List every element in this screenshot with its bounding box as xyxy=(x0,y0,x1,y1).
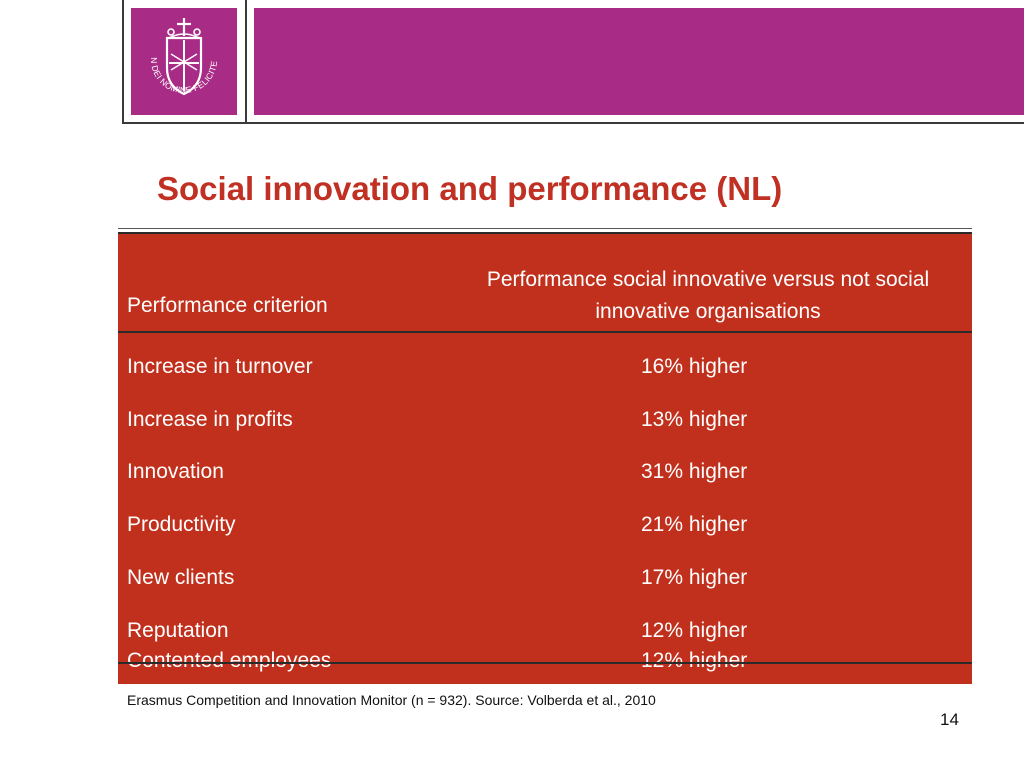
title-underline xyxy=(118,228,972,229)
value-cell: 12% higher xyxy=(641,619,748,642)
header-performance-comparison: Performance social innovative versus not… xyxy=(486,268,930,323)
page-title: Social innovation and performance (NL) xyxy=(157,170,783,207)
criterion-cell: New clients xyxy=(127,566,235,589)
header-frame-bottom-line xyxy=(122,122,1024,124)
performance-table: Performance criterion Performance social… xyxy=(118,232,972,684)
criterion-cell: Increase in profits xyxy=(127,408,293,431)
criterion-cell: Increase in turnover xyxy=(127,355,313,378)
value-cell: 21% higher xyxy=(641,513,748,536)
table-header-rule xyxy=(118,331,972,333)
criterion-cell: Contented employees xyxy=(127,649,332,672)
logo-motto: IN DEI NOMINE FELICITER xyxy=(131,8,219,95)
criterion-cell: Productivity xyxy=(127,513,236,536)
header-frame-divider-line xyxy=(245,0,247,124)
value-cell: 13% higher xyxy=(641,408,748,431)
table-bottom-rule xyxy=(118,662,972,664)
logo: IN DEI NOMINE FELICITER xyxy=(131,8,237,115)
svg-text:IN DEI NOMINE FELICITER: IN DEI NOMINE FELICITER xyxy=(131,8,219,95)
page-number: 14 xyxy=(940,710,959,729)
value-cell: 17% higher xyxy=(641,566,748,589)
header-frame-left-line xyxy=(122,0,124,124)
criterion-cell: Innovation xyxy=(127,460,224,483)
value-cell: 31% higher xyxy=(641,460,748,483)
value-cell: 16% higher xyxy=(641,355,748,378)
header-performance-criterion: Performance criterion xyxy=(127,294,328,317)
university-seal-icon: IN DEI NOMINE FELICITER xyxy=(131,8,219,96)
source-footnote: Erasmus Competition and Innovation Monit… xyxy=(127,692,656,708)
value-cell: 12% higher xyxy=(641,649,748,672)
header-band xyxy=(254,8,1024,115)
criterion-cell: Reputation xyxy=(127,619,229,642)
